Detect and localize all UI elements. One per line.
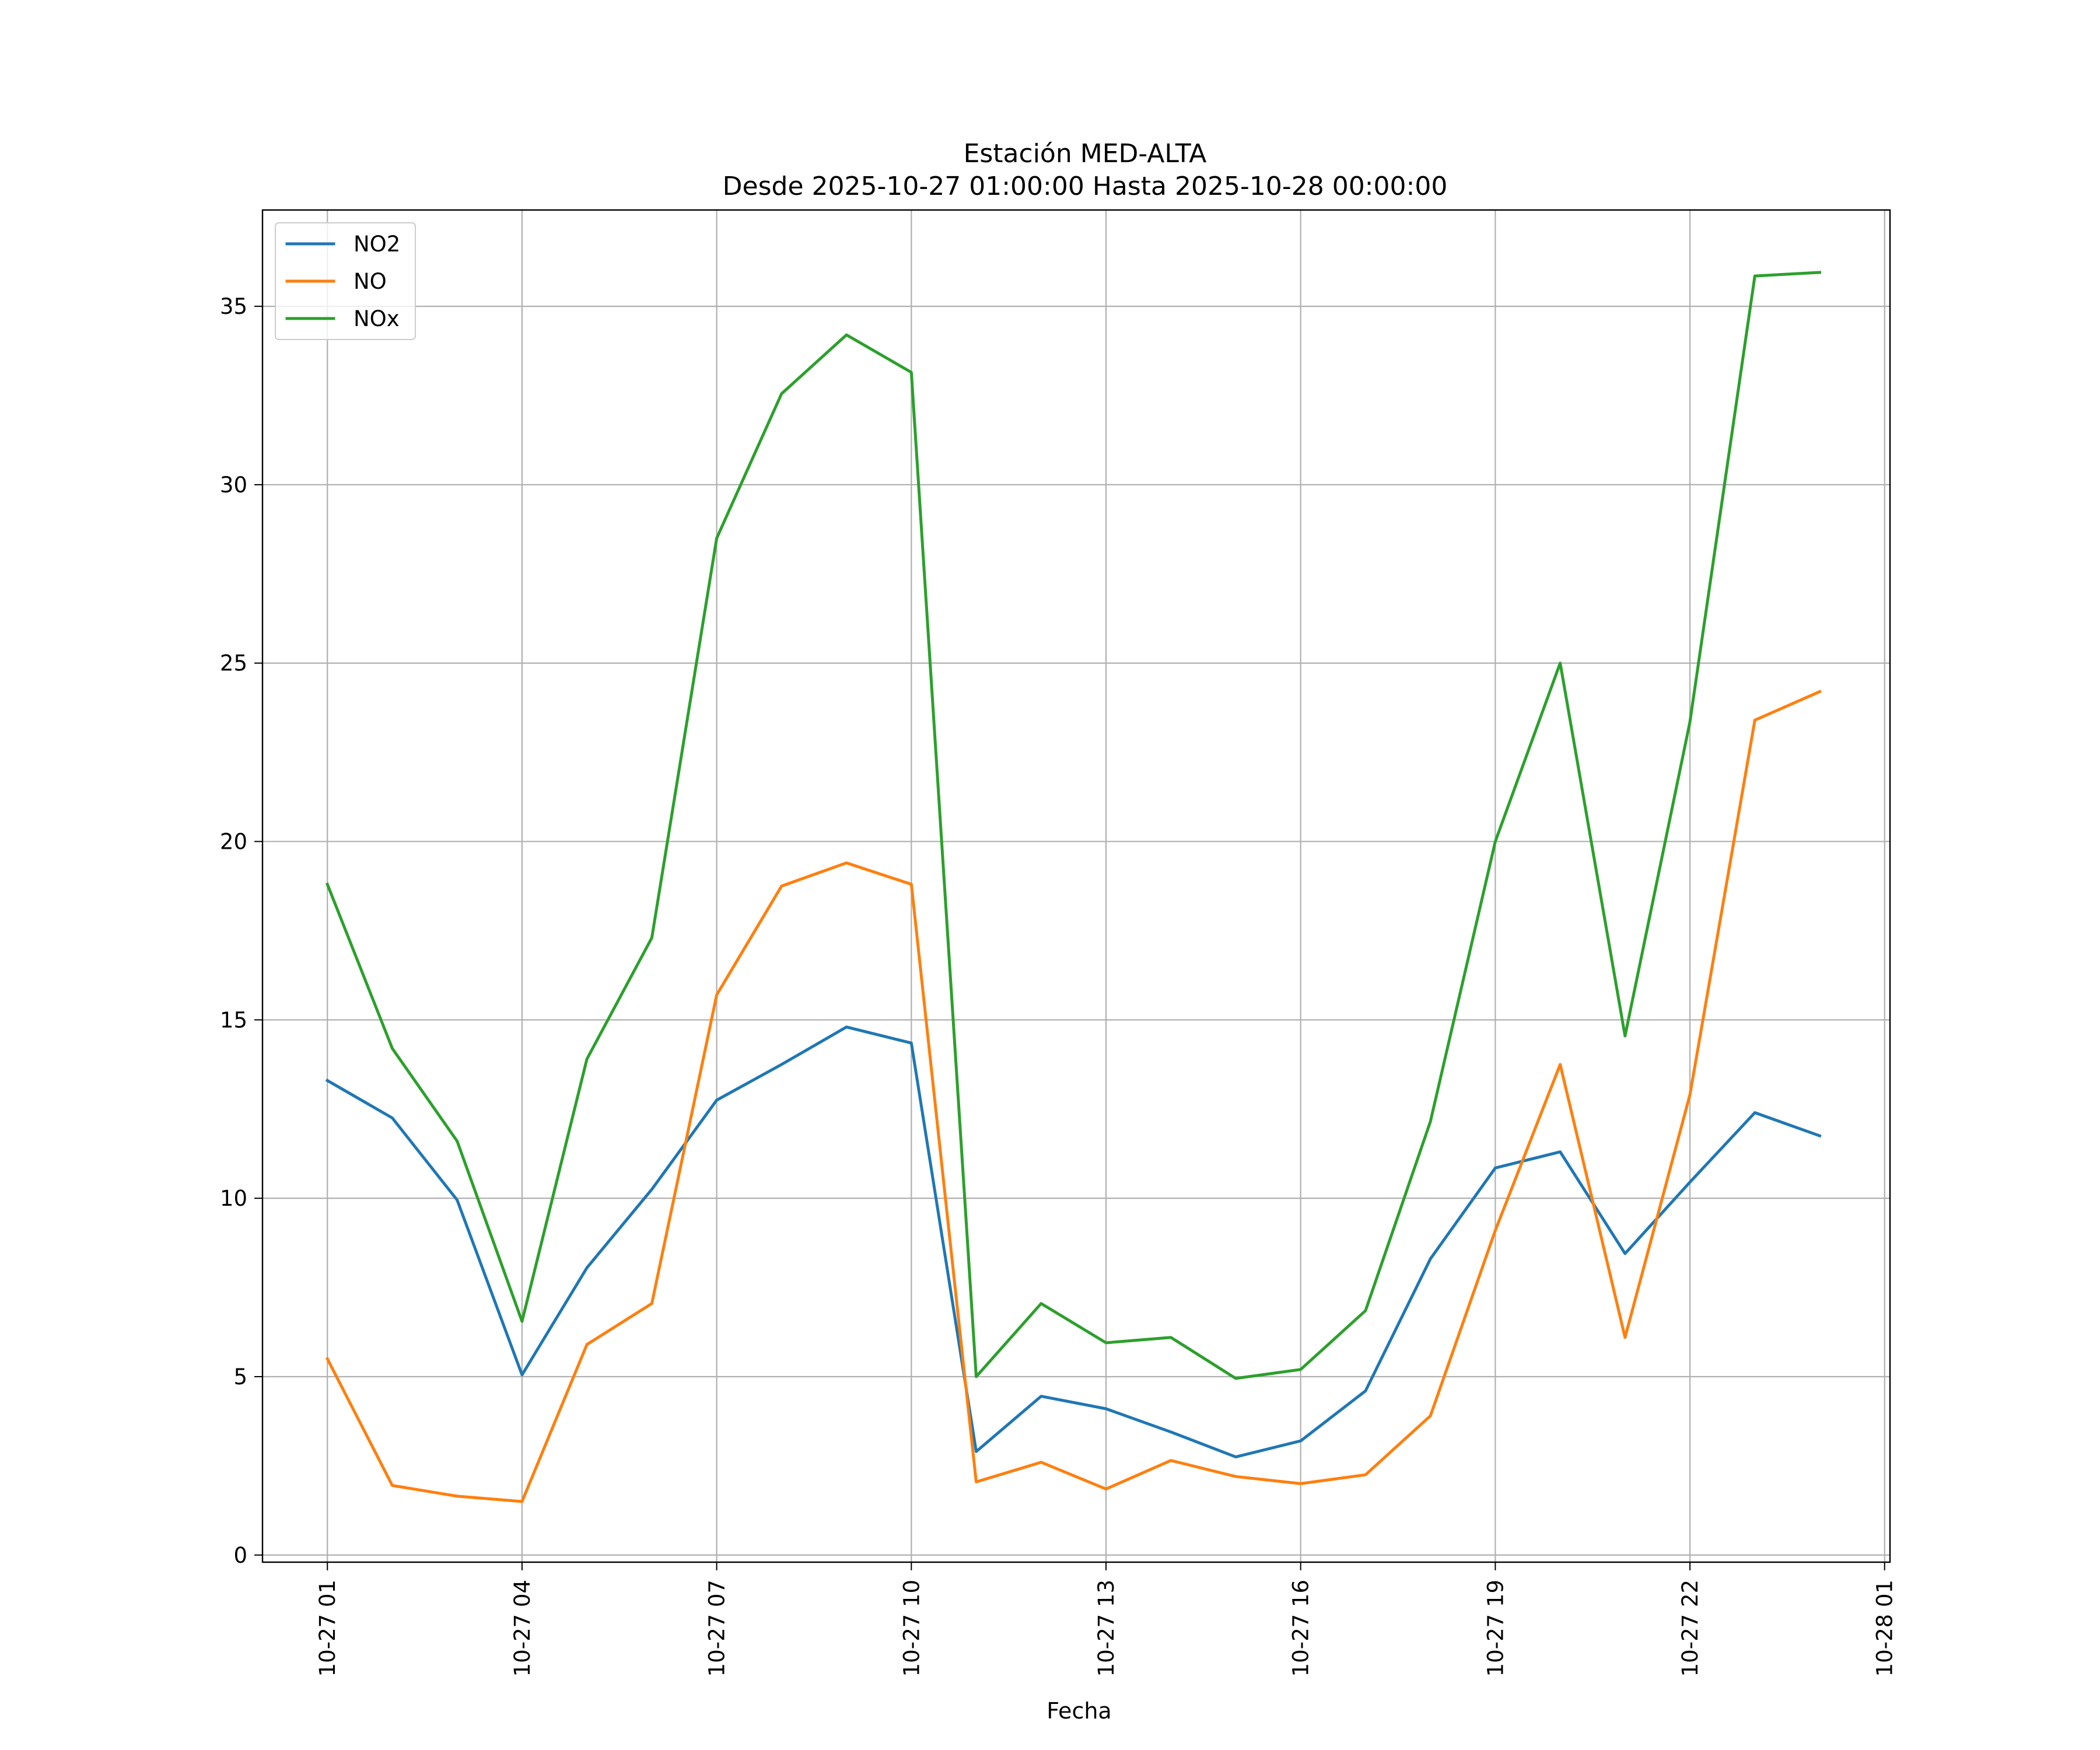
- y-tick-label: 30: [220, 473, 247, 498]
- x-tick-label: 10-27 19: [1483, 1580, 1508, 1676]
- y-tick-label: 5: [233, 1364, 247, 1390]
- series-line-nox: [325, 271, 1822, 1380]
- x-tick-label: 10-27 04: [510, 1580, 535, 1676]
- legend: NO2 NO NOx: [275, 222, 416, 340]
- y-axis-ticks: 0 5 10 15 20 25 30 35: [220, 294, 262, 1568]
- y-tick-label: 20: [220, 830, 247, 855]
- x-tick-label: 10-27 13: [1094, 1580, 1119, 1676]
- x-tick-label: 10-27 10: [899, 1580, 924, 1676]
- chart-title: Estación MED-ALTA: [964, 139, 1207, 169]
- plot-frame: [261, 209, 1891, 1563]
- x-tick-label: 10-27 01: [315, 1580, 340, 1676]
- x-axis-ticks: 10-27 01 10-27 04 10-27 07 10-27 10 10-27 13…: [315, 1562, 1898, 1676]
- x-tick-label: 10-27 07: [705, 1580, 730, 1676]
- series-line-no: [325, 690, 1822, 1503]
- legend-box: [275, 222, 416, 340]
- y-tick-label: 25: [220, 651, 247, 676]
- y-tick-label: 15: [220, 1007, 247, 1032]
- legend-label-no2: NO2: [354, 232, 400, 257]
- x-tick-label: 10-28 01: [1873, 1580, 1898, 1676]
- series-lines: [325, 271, 1822, 1503]
- y-tick-label: 35: [220, 294, 247, 319]
- x-tick-label: 10-27 22: [1678, 1580, 1703, 1676]
- x-axis-label: Fecha: [1046, 1698, 1111, 1724]
- x-tick-label: 10-27 16: [1289, 1580, 1314, 1676]
- grid: [262, 210, 1890, 1562]
- series-line-no2: [325, 1026, 1822, 1459]
- legend-label-nox: NOx: [354, 306, 400, 331]
- y-tick-label: 0: [233, 1543, 247, 1568]
- legend-label-no: NO: [354, 269, 387, 294]
- y-tick-label: 10: [220, 1186, 247, 1211]
- chart-subtitle: Desde 2025-10-27 01:00:00 Hasta 2025-10-…: [723, 172, 1448, 201]
